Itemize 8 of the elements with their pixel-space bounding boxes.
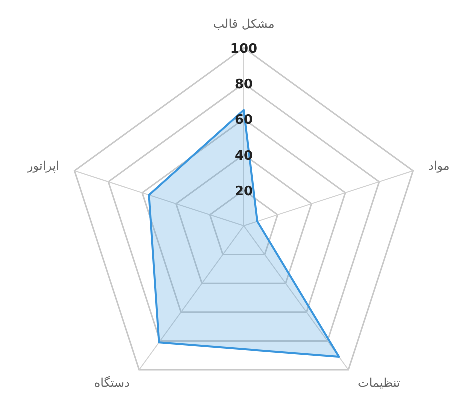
- spoke-label: مواد: [428, 159, 450, 174]
- spoke-label: دستگاه: [94, 376, 130, 390]
- y-tick-label: 20: [234, 184, 254, 200]
- y-tick-label: 80: [234, 78, 254, 93]
- y-tick-label: 100: [230, 42, 258, 57]
- spoke-label: مشکل قالب: [213, 16, 275, 31]
- spoke-label: تنظیمات: [358, 376, 400, 390]
- spoke-label: اپراتور: [26, 159, 60, 174]
